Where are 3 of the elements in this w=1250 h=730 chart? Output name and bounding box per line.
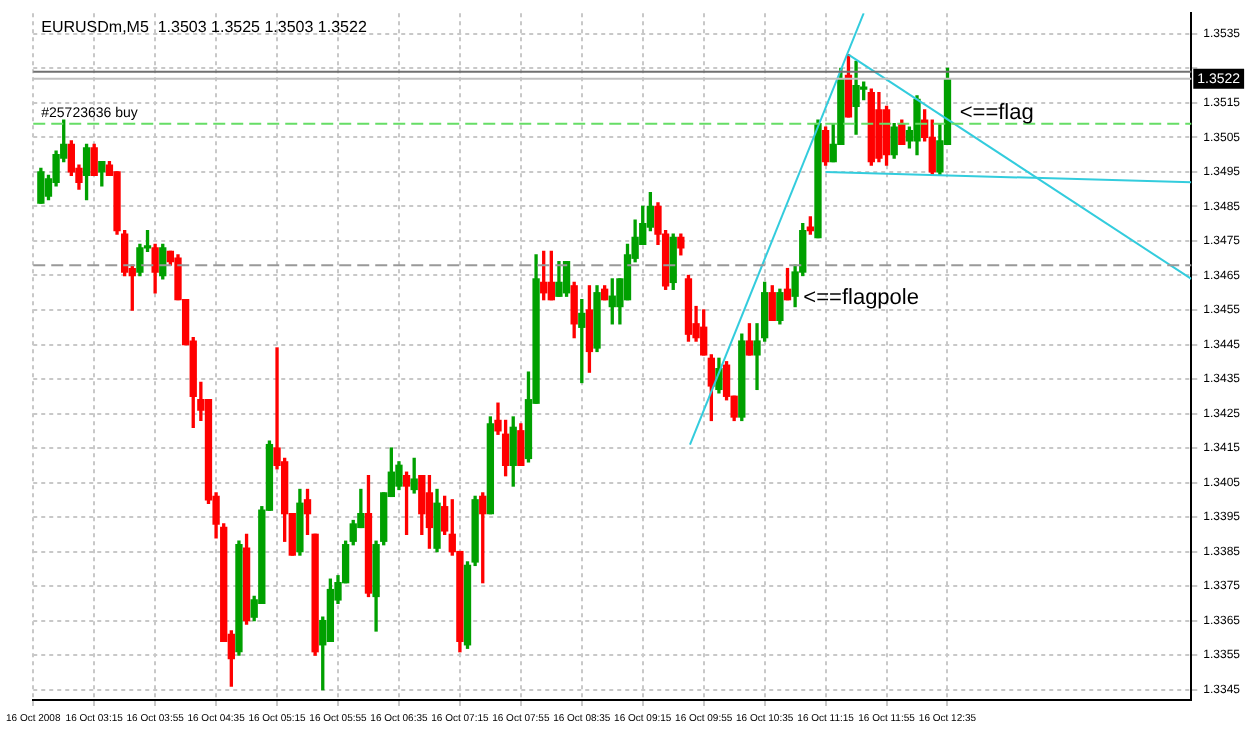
annotation: <==flag [959,100,1034,125]
annotation: <==flagpole [803,286,919,311]
chart-title: EURUSDm,M5 1.3503 1.3525 1.3503 1.3522 [41,17,368,36]
